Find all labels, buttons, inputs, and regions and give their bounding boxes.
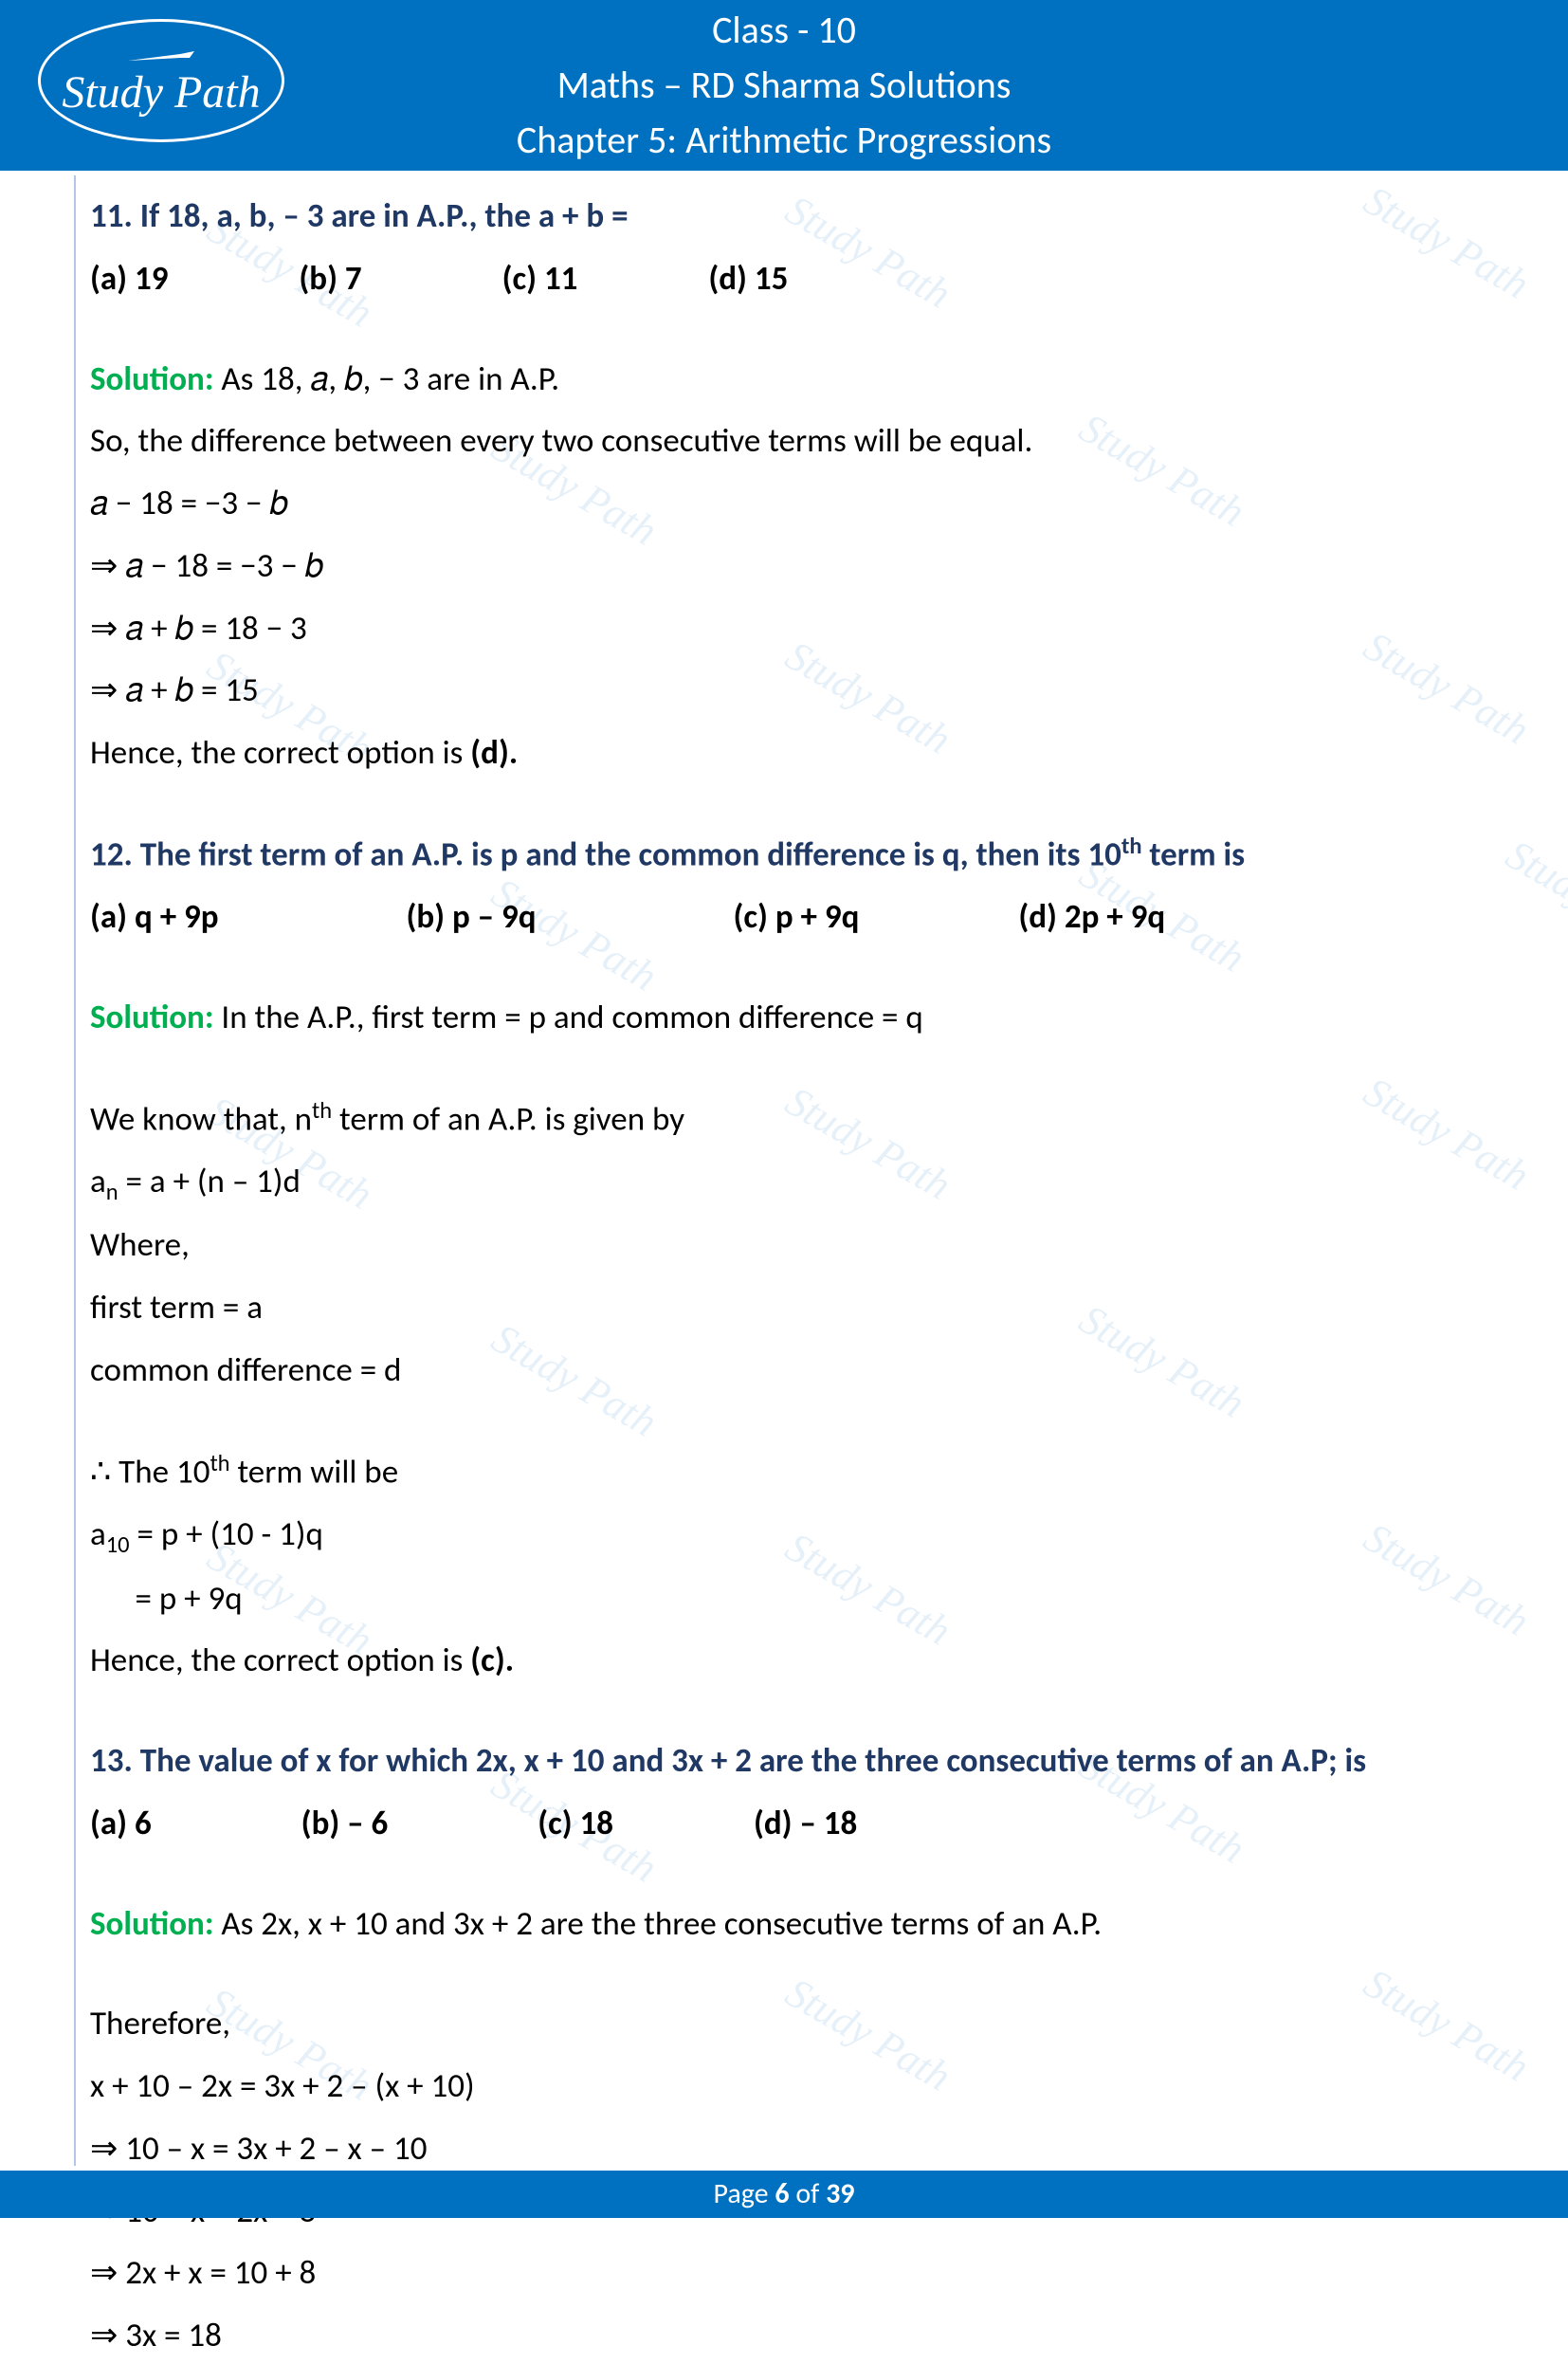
- q12-l7sub: 10: [106, 1530, 130, 1559]
- logo-ellipse: Study Path: [38, 19, 284, 142]
- q11-opt-c: (c) 11: [502, 252, 578, 307]
- q13-line6: ⇒ 3x = 18: [90, 2309, 1478, 2364]
- q11-line6b: (d).: [470, 733, 518, 773]
- q11-question: 11. If 18, a, b, – 3 are in A.P., the a …: [90, 190, 1478, 245]
- solution-label: Solution:: [90, 359, 213, 399]
- q12-l1b: term of an A.P. is given by: [332, 1099, 684, 1139]
- q12-line1: We know that, nth term of an A.P. is giv…: [90, 1091, 1478, 1147]
- content-area: 11. If 18, a, b, – 3 are in A.P., the a …: [0, 171, 1568, 2364]
- q12-line5: common difference = d: [90, 1344, 1478, 1399]
- q13-opt-d: (d) – 18: [754, 1797, 857, 1852]
- q13-options: (a) 6 (b) – 6 (c) 18 (d) – 18: [90, 1797, 1478, 1852]
- q12-solution-line: Solution: In the A.P., first term = p an…: [90, 991, 1478, 1046]
- q12-sol-intro: In the A.P., first term = p and common d…: [213, 998, 922, 1037]
- footer-band: Page 6 of 39: [0, 2171, 1568, 2218]
- footer-current: 6: [775, 2176, 789, 2211]
- q13-opt-c: (c) 18: [538, 1797, 613, 1852]
- footer-middle: of: [790, 2176, 827, 2211]
- q12-line4: first term = a: [90, 1281, 1478, 1336]
- header-band: Study Path Class - 10 Maths – RD Sharma …: [0, 0, 1568, 171]
- q12-l6a: ∴ The 10: [90, 1452, 210, 1492]
- q11-line5: ⇒ 𝑎 + 𝑏 = 15: [90, 664, 1478, 719]
- q13-solution-line: Solution: As 2x, x + 10 and 3x + 2 are t…: [90, 1897, 1478, 1952]
- q13-sol-intro: As 2x, x + 10 and 3x + 2 are the three c…: [213, 1904, 1102, 1944]
- q13-question: 13. The value of x for which 2x, x + 10 …: [90, 1734, 1478, 1789]
- q12-l9b: (c).: [470, 1640, 514, 1680]
- q12-qb: term is: [1141, 834, 1245, 874]
- pen-icon: [123, 46, 199, 65]
- q12-line6: ∴ The 10th term will be: [90, 1444, 1478, 1500]
- q12-opt-d: (d) 2p + 9q: [1018, 890, 1165, 945]
- q12-opt-b: (b) p – 9q: [406, 890, 536, 945]
- q13-line1: Therefore,: [90, 1997, 1478, 2052]
- q12-l2b: = a + (n – 1)d: [119, 1162, 301, 1201]
- q12-l2sub: n: [106, 1178, 119, 1206]
- q11-line6a: Hence, the correct option is: [90, 733, 470, 773]
- solution-label: Solution:: [90, 998, 213, 1037]
- q13-line3: ⇒ 10 – x = 3x + 2 – x – 10: [90, 2122, 1478, 2177]
- q12-l6b: term will be: [230, 1452, 399, 1492]
- footer-prefix: Page: [714, 2176, 775, 2211]
- q12-l7b: = p + (10 - 1)q: [130, 1514, 323, 1554]
- q11-sol-intro: As 18, 𝑎, 𝑏, − 3 are in A.P.: [213, 359, 559, 399]
- q12-l1a: We know that, n: [90, 1099, 312, 1139]
- q12-line2: an = a + (n – 1)d: [90, 1155, 1478, 1211]
- q12-line7: a10 = p + (10 - 1)q: [90, 1508, 1478, 1564]
- q13-opt-a: (a) 6: [90, 1797, 152, 1852]
- q11-opt-d: (d) 15: [708, 252, 788, 307]
- logo-text: Study Path: [62, 70, 260, 116]
- q12-l1sup: th: [312, 1096, 332, 1125]
- q13-line5: ⇒ 2x + x = 10 + 8: [90, 2246, 1478, 2301]
- q12-options: (a) q + 9p (b) p – 9q (c) p + 9q (d) 2p …: [90, 890, 1478, 945]
- q13-opt-b: (b) – 6: [301, 1797, 389, 1852]
- solution-label: Solution:: [90, 1904, 213, 1944]
- q11-line6: Hence, the correct option is (d).: [90, 726, 1478, 781]
- footer-total: 39: [826, 2176, 854, 2211]
- q12-question: 12. The first term of an A.P. is p and t…: [90, 827, 1478, 883]
- q13-line2: x + 10 – 2x = 3x + 2 – (x + 10): [90, 2060, 1478, 2115]
- q11-opt-b: (b) 7: [299, 252, 361, 307]
- q12-line3: Where,: [90, 1219, 1478, 1274]
- q12-opt-a: (a) q + 9p: [90, 890, 219, 945]
- q12-line8: = p + 9q: [90, 1572, 1478, 1627]
- q12-l6sup: th: [210, 1449, 229, 1477]
- q12-l7a: a: [90, 1514, 106, 1554]
- logo: Study Path: [38, 19, 284, 152]
- q11-opt-a: (a) 19: [90, 252, 168, 307]
- q12-qa: 12. The first term of an A.P. is p and t…: [90, 834, 1121, 874]
- q12-l9a: Hence, the correct option is: [90, 1640, 470, 1680]
- q11-line2: 𝑎 − 18 = −3 − 𝑏: [90, 477, 1478, 532]
- q12-opt-c: (c) p + 9q: [733, 890, 859, 945]
- q11-line1: So, the difference between every two con…: [90, 414, 1478, 469]
- q12-qsup: th: [1121, 832, 1142, 860]
- q12-line9: Hence, the correct option is (c).: [90, 1634, 1478, 1689]
- q11-line3: ⇒ 𝑎 − 18 = −3 − 𝑏: [90, 540, 1478, 595]
- q11-solution-line: Solution: As 18, 𝑎, 𝑏, − 3 are in A.P.: [90, 353, 1478, 408]
- q12-l2a: a: [90, 1162, 106, 1201]
- q11-options: (a) 19 (b) 7 (c) 11 (d) 15: [90, 252, 1478, 307]
- q11-line4: ⇒ 𝑎 + 𝑏 = 18 − 3: [90, 602, 1478, 657]
